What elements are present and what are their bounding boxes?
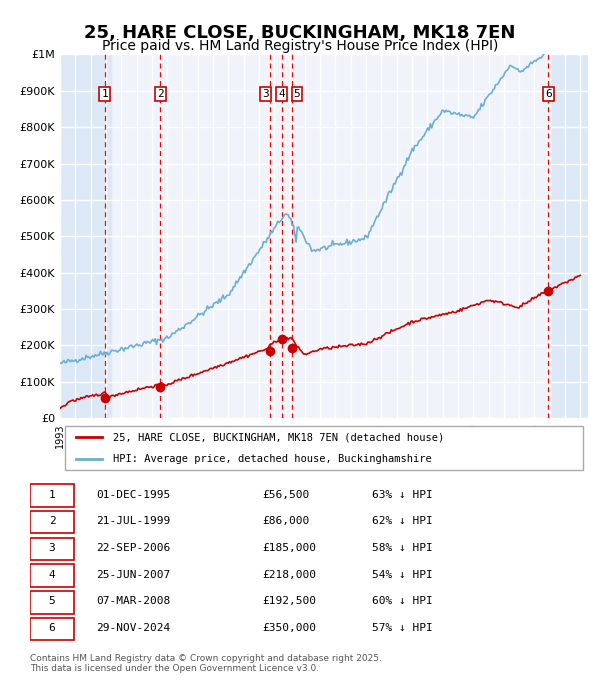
FancyBboxPatch shape — [30, 511, 74, 534]
Text: 4: 4 — [49, 570, 55, 580]
Text: 3: 3 — [49, 543, 55, 553]
Text: £56,500: £56,500 — [262, 490, 309, 500]
Text: 25-JUN-2007: 25-JUN-2007 — [96, 570, 170, 580]
Bar — [550, 54, 588, 418]
Text: £350,000: £350,000 — [262, 623, 316, 633]
Text: 3: 3 — [262, 89, 269, 99]
Text: 63% ↓ HPI: 63% ↓ HPI — [372, 490, 433, 500]
Text: £192,500: £192,500 — [262, 596, 316, 607]
Text: Contains HM Land Registry data © Crown copyright and database right 2025.
This d: Contains HM Land Registry data © Crown c… — [30, 653, 382, 673]
Text: 62% ↓ HPI: 62% ↓ HPI — [372, 516, 433, 526]
Text: £218,000: £218,000 — [262, 570, 316, 580]
FancyBboxPatch shape — [65, 426, 583, 470]
Text: 07-MAR-2008: 07-MAR-2008 — [96, 596, 170, 607]
Text: 01-DEC-1995: 01-DEC-1995 — [96, 490, 170, 500]
Text: 58% ↓ HPI: 58% ↓ HPI — [372, 543, 433, 553]
Text: HPI: Average price, detached house, Buckinghamshire: HPI: Average price, detached house, Buck… — [113, 454, 431, 464]
Text: 21-JUL-1999: 21-JUL-1999 — [96, 516, 170, 526]
Text: 60% ↓ HPI: 60% ↓ HPI — [372, 596, 433, 607]
Text: £185,000: £185,000 — [262, 543, 316, 553]
Text: 2: 2 — [157, 89, 164, 99]
FancyBboxPatch shape — [30, 617, 74, 640]
Text: 22-SEP-2006: 22-SEP-2006 — [96, 543, 170, 553]
Text: 4: 4 — [278, 89, 285, 99]
Text: 6: 6 — [49, 623, 55, 633]
FancyBboxPatch shape — [30, 564, 74, 587]
Text: 6: 6 — [545, 89, 552, 99]
Text: 54% ↓ HPI: 54% ↓ HPI — [372, 570, 433, 580]
FancyBboxPatch shape — [30, 538, 74, 560]
Text: 5: 5 — [49, 596, 55, 607]
FancyBboxPatch shape — [30, 591, 74, 613]
Text: 29-NOV-2024: 29-NOV-2024 — [96, 623, 170, 633]
Text: 5: 5 — [293, 89, 300, 99]
Text: £86,000: £86,000 — [262, 516, 309, 526]
Text: 25, HARE CLOSE, BUCKINGHAM, MK18 7EN: 25, HARE CLOSE, BUCKINGHAM, MK18 7EN — [85, 24, 515, 41]
Text: 2: 2 — [49, 516, 55, 526]
Bar — [60, 54, 110, 418]
Text: 1: 1 — [49, 490, 55, 500]
Text: 57% ↓ HPI: 57% ↓ HPI — [372, 623, 433, 633]
Text: Price paid vs. HM Land Registry's House Price Index (HPI): Price paid vs. HM Land Registry's House … — [102, 39, 498, 54]
Text: 25, HARE CLOSE, BUCKINGHAM, MK18 7EN (detached house): 25, HARE CLOSE, BUCKINGHAM, MK18 7EN (de… — [113, 432, 444, 443]
Text: 1: 1 — [101, 89, 108, 99]
FancyBboxPatch shape — [30, 484, 74, 507]
